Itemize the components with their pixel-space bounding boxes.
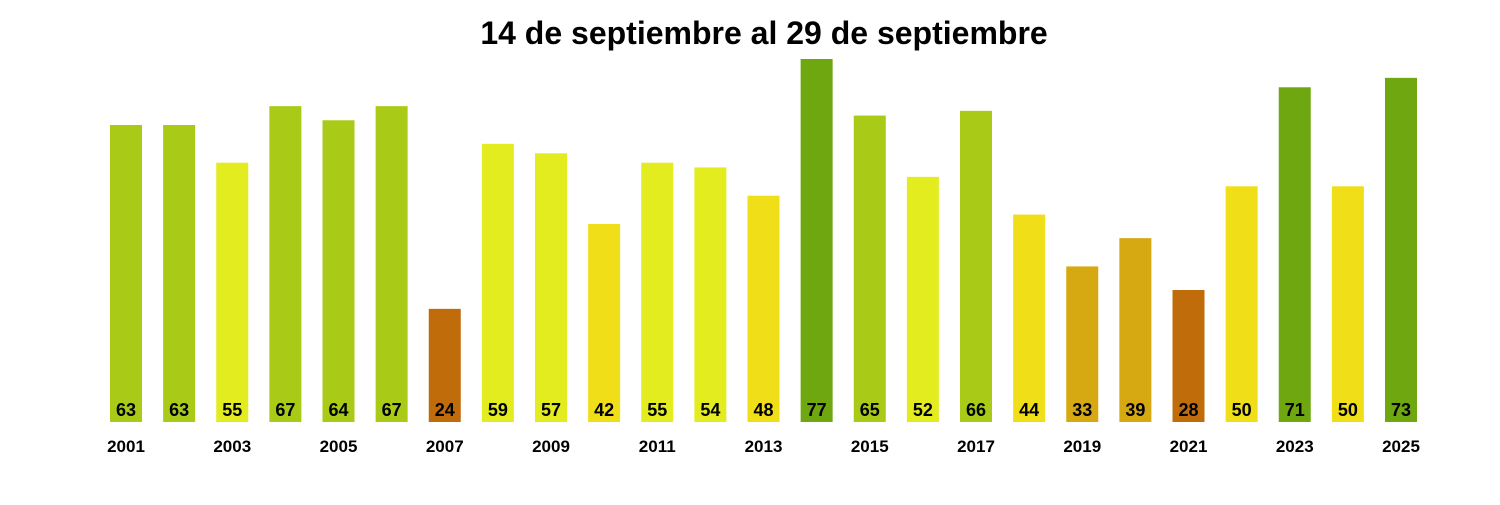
bar-2025: [1385, 77, 1417, 422]
bar-2008: [481, 143, 514, 422]
x-tick-label-2007: 2007: [426, 437, 464, 456]
data-label-2024: 50: [1338, 400, 1358, 420]
data-label-2010: 42: [594, 400, 614, 420]
x-tick-label-2025: 2025: [1382, 437, 1420, 456]
data-label-2019: 33: [1072, 400, 1092, 420]
bar-2004: [269, 106, 302, 423]
x-tick-label-2001: 2001: [107, 437, 145, 456]
x-tick-label-2013: 2013: [745, 437, 783, 456]
bar-2003: [216, 162, 249, 422]
bar-2015: [853, 115, 886, 423]
x-tick-label-2019: 2019: [1063, 437, 1101, 456]
data-label-2014: 77: [807, 400, 827, 420]
bar-2005: [322, 120, 355, 423]
x-tick-label-2011: 2011: [639, 437, 676, 456]
bar-2002: [163, 125, 196, 422]
data-label-2006: 67: [382, 400, 402, 420]
bar-2019: [1066, 266, 1099, 422]
bar-2022: [1225, 186, 1258, 422]
bar-2021: [1172, 290, 1205, 422]
bar-2020: [1119, 238, 1152, 422]
data-label-2005: 64: [328, 400, 348, 420]
x-tick-label-2023: 2023: [1276, 437, 1314, 456]
data-label-2007: 24: [435, 400, 455, 420]
bar-2009: [535, 153, 567, 423]
data-label-2023: 71: [1285, 400, 1305, 420]
x-tick-label-2021: 2021: [1170, 437, 1208, 456]
data-label-2020: 39: [1125, 400, 1145, 420]
bar-2014: [800, 59, 833, 422]
data-label-2008: 59: [488, 400, 508, 420]
bar-2012: [694, 167, 727, 422]
bar-2010: [588, 224, 621, 422]
data-label-2001: 63: [116, 400, 136, 420]
chart-title: 14 de septiembre al 29 de septiembre: [480, 15, 1047, 51]
x-tick-label-2003: 2003: [213, 437, 251, 456]
bar-2001: [110, 125, 142, 422]
data-label-2011: 55: [647, 400, 667, 420]
bar-2024: [1331, 186, 1364, 422]
x-tick-label-2015: 2015: [851, 437, 889, 456]
x-tick-label-2017: 2017: [957, 437, 995, 456]
data-label-2015: 65: [860, 400, 880, 420]
bar-2013: [747, 195, 780, 422]
bar-2011: [641, 162, 674, 422]
data-label-2017: 66: [966, 400, 986, 420]
bar-2006: [375, 106, 408, 423]
data-label-2009: 57: [541, 400, 561, 420]
bar-2017: [960, 110, 992, 422]
data-label-2002: 63: [169, 400, 189, 420]
bar-2023: [1278, 87, 1311, 423]
x-tick-label-2009: 2009: [532, 437, 570, 456]
data-label-2003: 55: [222, 400, 242, 420]
data-label-2021: 28: [1178, 400, 1198, 420]
data-label-2018: 44: [1019, 400, 1039, 420]
x-tick-label-2005: 2005: [320, 437, 358, 456]
data-label-2004: 67: [275, 400, 295, 420]
data-label-2013: 48: [753, 400, 773, 420]
data-label-2022: 50: [1232, 400, 1252, 420]
bar-2016: [906, 176, 939, 422]
data-label-2016: 52: [913, 400, 933, 420]
data-label-2025: 73: [1391, 400, 1411, 420]
data-label-2012: 54: [700, 400, 720, 420]
bar-2018: [1013, 214, 1046, 422]
bar-2007: [428, 308, 461, 422]
